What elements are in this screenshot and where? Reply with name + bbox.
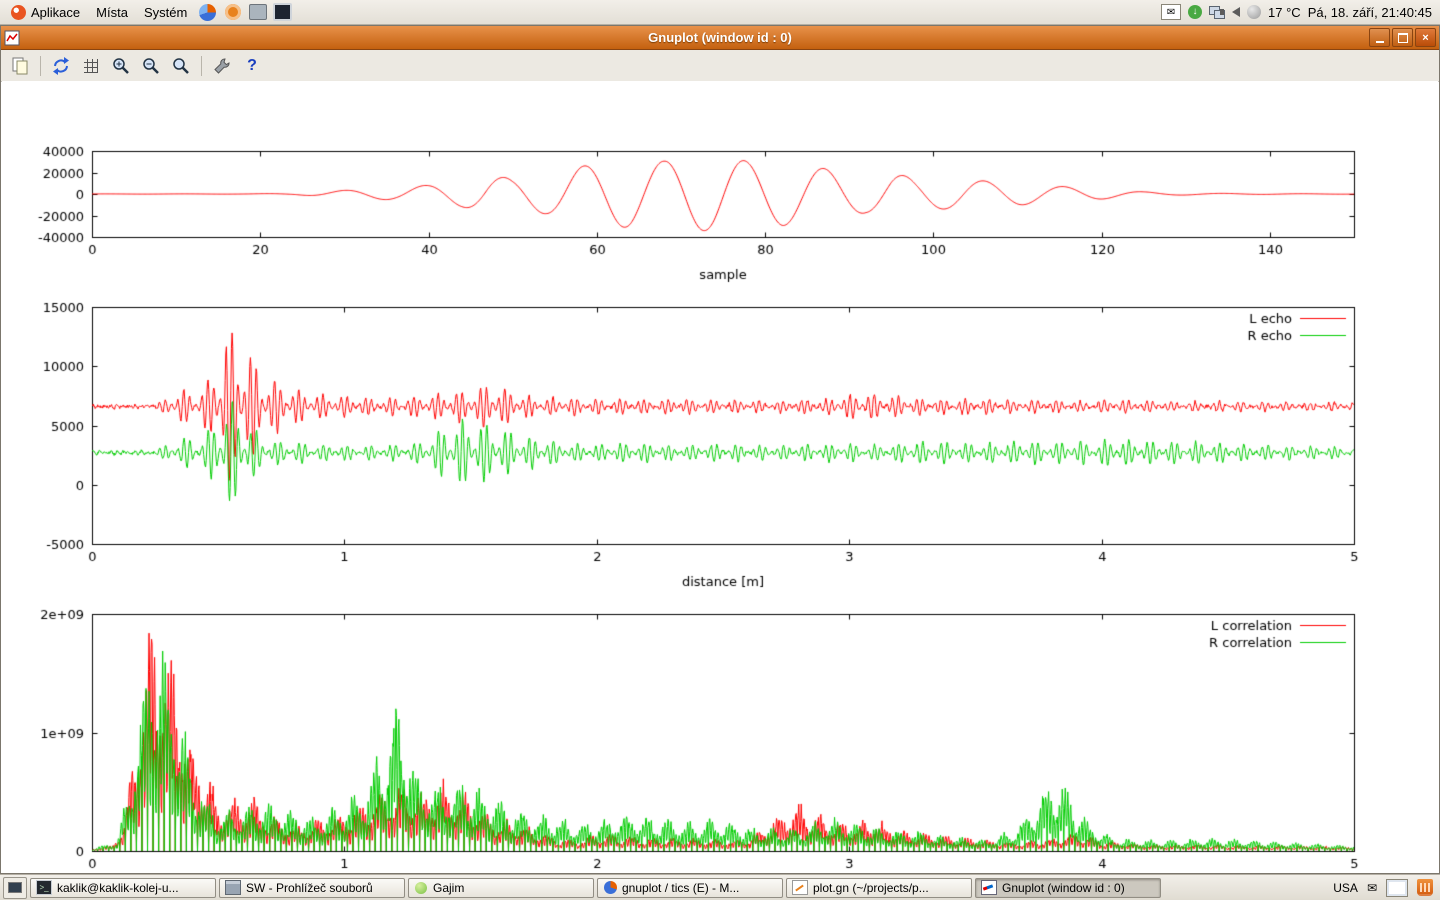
close-icon: × bbox=[1422, 32, 1428, 44]
taskbar-item-editor[interactable]: plot.gn (~/projects/p... bbox=[786, 878, 972, 898]
taskbar-item-file-manager[interactable]: SW - Prohlížeč souborů bbox=[219, 878, 405, 898]
help-launcher[interactable] bbox=[223, 3, 242, 22]
help-icon: ? bbox=[247, 57, 257, 75]
toolbar-separator bbox=[201, 56, 202, 76]
gnuplot-icon bbox=[981, 880, 997, 895]
screenshot-launcher[interactable] bbox=[248, 3, 267, 22]
close-button[interactable]: × bbox=[1415, 28, 1436, 47]
help-icon bbox=[225, 4, 241, 20]
zoom-reset-button[interactable] bbox=[168, 53, 194, 79]
update-icon[interactable]: ↓ bbox=[1188, 5, 1202, 19]
bottom-taskbar: >_ kaklik@kaklik-kolej-u... SW - Prohlíž… bbox=[0, 874, 1440, 900]
show-desktop-button[interactable] bbox=[3, 877, 27, 899]
taskbar-item-label: plot.gn (~/projects/p... bbox=[813, 881, 929, 895]
taskbar-right: USA ✉ bbox=[1333, 879, 1437, 897]
menu-system[interactable]: Systém bbox=[137, 3, 194, 22]
clock-applet[interactable]: Pá, 18. září, 21:40:45 bbox=[1308, 5, 1432, 20]
window-icon bbox=[4, 30, 20, 46]
menu-places[interactable]: Místa bbox=[89, 3, 135, 22]
firefox-icon bbox=[199, 4, 216, 21]
window-title: Gnuplot (window id : 0) bbox=[1, 30, 1439, 45]
chart-correlation[interactable] bbox=[2, 606, 1440, 906]
menu-applications[interactable]: Aplikace bbox=[4, 3, 87, 22]
trash-icon[interactable] bbox=[1417, 879, 1433, 896]
copy-button[interactable] bbox=[7, 53, 33, 79]
menu-places-label: Místa bbox=[96, 5, 128, 20]
terminal-launcher[interactable] bbox=[273, 3, 292, 22]
taskbar-item-label: Gajim bbox=[433, 881, 464, 895]
weather-icon[interactable] bbox=[1247, 5, 1261, 19]
window-toolbar: ? bbox=[1, 50, 1439, 82]
settings-icon bbox=[212, 56, 232, 76]
toolbar-separator bbox=[40, 56, 41, 76]
maximize-button[interactable] bbox=[1392, 28, 1413, 47]
text-editor-icon bbox=[792, 880, 808, 895]
panel-tray: ✉ ↓ 17 °C Pá, 18. září, 21:40:45 bbox=[1161, 4, 1440, 20]
terminal-icon: >_ bbox=[36, 880, 52, 895]
zoom-in-button[interactable] bbox=[108, 53, 134, 79]
taskbar-item-firefox[interactable]: gnuplot / tics (E) - M... bbox=[597, 878, 783, 898]
firefox-launcher[interactable] bbox=[198, 3, 217, 22]
file-manager-icon bbox=[225, 880, 241, 895]
taskbar-item-gnuplot[interactable]: Gnuplot (window id : 0) bbox=[975, 878, 1161, 898]
help-button[interactable]: ? bbox=[239, 53, 265, 79]
zoom-out-button[interactable] bbox=[138, 53, 164, 79]
chart-echo[interactable] bbox=[2, 299, 1440, 599]
taskbar-item-label: Gnuplot (window id : 0) bbox=[1002, 881, 1125, 895]
keyboard-layout-indicator[interactable]: USA bbox=[1333, 881, 1358, 895]
zoom-reset-icon bbox=[171, 56, 191, 76]
taskbar-item-label: gnuplot / tics (E) - M... bbox=[622, 881, 739, 895]
minimize-icon bbox=[1376, 33, 1384, 43]
menu-system-label: Systém bbox=[144, 5, 187, 20]
grid-icon bbox=[81, 56, 101, 76]
refresh-button[interactable] bbox=[48, 53, 74, 79]
gnuplot-window: Gnuplot (window id : 0) × bbox=[0, 25, 1440, 874]
chart-sample-waveform[interactable] bbox=[2, 143, 1440, 295]
refresh-icon bbox=[51, 56, 71, 76]
zoom-out-icon bbox=[141, 56, 161, 76]
firefox-icon bbox=[604, 881, 617, 894]
plot-area bbox=[2, 81, 1438, 872]
grid-button[interactable] bbox=[78, 53, 104, 79]
mail-icon[interactable]: ✉ bbox=[1367, 881, 1377, 895]
show-desktop-icon bbox=[8, 882, 22, 893]
volume-icon[interactable] bbox=[1232, 7, 1240, 17]
keyboard-icon[interactable] bbox=[1386, 879, 1408, 897]
menu-applications-label: Aplikace bbox=[31, 5, 80, 20]
terminal-icon bbox=[273, 3, 292, 21]
zoom-in-icon bbox=[111, 56, 131, 76]
screenshot-icon bbox=[249, 4, 267, 20]
taskbar-item-label: kaklik@kaklik-kolej-u... bbox=[57, 881, 179, 895]
temperature-applet[interactable]: 17 °C bbox=[1268, 5, 1301, 20]
minimize-button[interactable] bbox=[1369, 28, 1390, 47]
top-panel: Aplikace Místa Systém ✉ ↓ 17 °C Pá, 18. … bbox=[0, 0, 1440, 25]
ubuntu-logo-icon bbox=[11, 5, 26, 20]
maximize-icon bbox=[1398, 33, 1408, 43]
panel-left: Aplikace Místa Systém bbox=[0, 3, 1161, 22]
window-titlebar[interactable]: Gnuplot (window id : 0) × bbox=[1, 26, 1439, 50]
settings-button[interactable] bbox=[209, 53, 235, 79]
mail-notification-icon[interactable]: ✉ bbox=[1161, 4, 1181, 20]
copy-icon bbox=[10, 56, 30, 76]
gajim-icon bbox=[415, 882, 427, 894]
taskbar-item-gajim[interactable]: Gajim bbox=[408, 878, 594, 898]
taskbar-item-label: SW - Prohlížeč souborů bbox=[246, 881, 373, 895]
taskbar-item-terminal[interactable]: >_ kaklik@kaklik-kolej-u... bbox=[30, 878, 216, 898]
